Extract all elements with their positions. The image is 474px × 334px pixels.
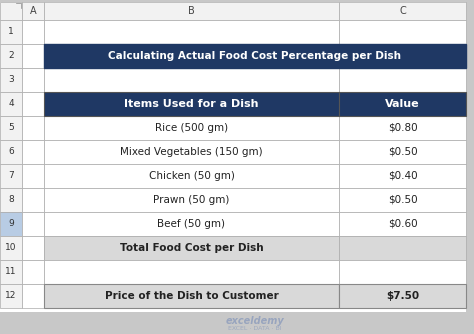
Text: 10: 10: [5, 243, 17, 253]
Text: Beef (50 gm): Beef (50 gm): [157, 219, 226, 229]
Text: $0.50: $0.50: [388, 195, 417, 205]
Text: Mixed Vegetables (150 gm): Mixed Vegetables (150 gm): [120, 147, 263, 157]
Bar: [44, 260, 339, 284]
Bar: [339, 260, 466, 284]
Bar: [44, 284, 339, 308]
Text: 5: 5: [8, 124, 14, 133]
Text: B: B: [188, 6, 195, 16]
Bar: [22, 2, 44, 20]
Bar: [44, 188, 339, 212]
Text: $7.50: $7.50: [386, 291, 419, 301]
Text: 3: 3: [8, 75, 14, 85]
Bar: [22, 236, 44, 260]
Text: Value: Value: [385, 99, 420, 109]
Text: 8: 8: [8, 195, 14, 204]
Bar: [339, 236, 466, 260]
Bar: [22, 284, 44, 308]
Bar: [339, 164, 466, 188]
Bar: [0, 140, 22, 164]
Bar: [0, 92, 22, 116]
Bar: [22, 44, 44, 68]
Bar: [339, 2, 466, 20]
Bar: [22, 260, 44, 284]
Bar: [44, 140, 339, 164]
Bar: [0, 212, 22, 236]
Bar: [44, 44, 466, 68]
Text: A: A: [30, 6, 36, 16]
Text: Prawn (50 gm): Prawn (50 gm): [153, 195, 230, 205]
Bar: [44, 212, 339, 236]
Bar: [0, 68, 22, 92]
Text: 11: 11: [5, 268, 17, 277]
Bar: [22, 68, 44, 92]
Text: Rice (500 gm): Rice (500 gm): [155, 123, 228, 133]
Text: Total Food Cost per Dish: Total Food Cost per Dish: [120, 243, 264, 253]
Bar: [0, 236, 22, 260]
Text: C: C: [399, 6, 406, 16]
Bar: [339, 116, 466, 140]
Bar: [0, 2, 22, 20]
Bar: [22, 92, 44, 116]
Text: Chicken (50 gm): Chicken (50 gm): [148, 171, 235, 181]
Bar: [339, 68, 466, 92]
Text: 1: 1: [8, 27, 14, 36]
Bar: [0, 20, 22, 44]
Bar: [0, 164, 22, 188]
Bar: [44, 2, 339, 20]
Bar: [339, 284, 466, 308]
Text: 7: 7: [8, 171, 14, 180]
Bar: [44, 20, 339, 44]
Bar: [0, 260, 22, 284]
Bar: [0, 44, 22, 68]
Text: exceldemy: exceldemy: [226, 316, 284, 326]
Text: 4: 4: [8, 100, 14, 109]
Text: 2: 2: [8, 51, 14, 60]
Bar: [0, 188, 22, 212]
Bar: [44, 236, 339, 260]
Bar: [22, 188, 44, 212]
Text: Items Used for a Dish: Items Used for a Dish: [124, 99, 259, 109]
Bar: [22, 140, 44, 164]
Bar: [339, 188, 466, 212]
Bar: [0, 116, 22, 140]
Bar: [339, 20, 466, 44]
Bar: [339, 212, 466, 236]
Bar: [44, 164, 339, 188]
Text: 9: 9: [8, 219, 14, 228]
Text: $0.40: $0.40: [388, 171, 417, 181]
Bar: [0, 284, 22, 308]
Text: $0.50: $0.50: [388, 147, 417, 157]
Text: Calculating Actual Food Cost Percentage per Dish: Calculating Actual Food Cost Percentage …: [109, 51, 401, 61]
Bar: [44, 92, 339, 116]
Bar: [22, 164, 44, 188]
Text: EXCEL · DATA · BI: EXCEL · DATA · BI: [228, 326, 282, 331]
Bar: [44, 68, 339, 92]
Bar: [44, 116, 339, 140]
Bar: [22, 116, 44, 140]
Bar: [339, 140, 466, 164]
Text: $0.60: $0.60: [388, 219, 417, 229]
Text: $0.80: $0.80: [388, 123, 417, 133]
Bar: [22, 20, 44, 44]
Text: 12: 12: [5, 292, 17, 301]
Bar: [22, 212, 44, 236]
Text: Price of the Dish to Customer: Price of the Dish to Customer: [105, 291, 278, 301]
Text: 6: 6: [8, 148, 14, 157]
Bar: [339, 92, 466, 116]
